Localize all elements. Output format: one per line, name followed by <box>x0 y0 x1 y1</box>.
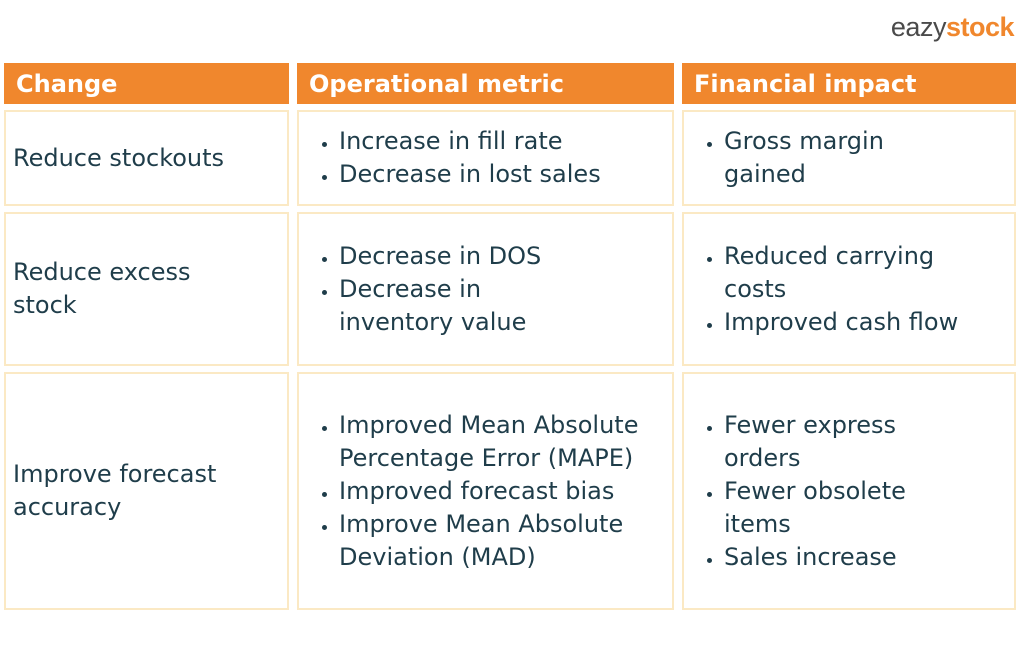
logo-text-eazy: eazy <box>890 12 947 42</box>
change-text: Reduce stockouts <box>13 143 225 172</box>
list-item: Improve Mean Absolute Deviation (MAD) <box>339 508 659 574</box>
list-item: Decrease in lost sales <box>339 158 601 191</box>
list-item: Fewer express orders <box>724 409 974 475</box>
list-item: Improved forecast bias <box>339 475 659 508</box>
row-3-financial: Fewer express orders Fewer obsolete item… <box>682 372 1016 610</box>
row-3-change: Improve forecast accuracy <box>4 372 289 610</box>
change-text: Reduce excess stock <box>13 258 191 319</box>
list-item: Sales increase <box>724 541 974 574</box>
operational-list: Improved Mean Absolute Percentage Error … <box>299 409 659 574</box>
eazystock-logo: eazystock <box>890 12 1015 42</box>
header-operational-metric: Operational metric <box>297 63 674 104</box>
header-financial-impact: Financial impact <box>682 63 1016 104</box>
row-2-operational: Decrease in DOS Decrease in inventory va… <box>297 212 674 366</box>
financial-list: Reduced carrying costs Improved cash flo… <box>684 240 984 339</box>
list-item: Improved cash flow <box>724 306 984 339</box>
list-item: Improved Mean Absolute Percentage Error … <box>339 409 659 475</box>
financial-list: Fewer express orders Fewer obsolete item… <box>684 409 974 574</box>
list-item: Decrease in inventory value <box>339 273 589 339</box>
list-item: Reduced carrying costs <box>724 240 984 306</box>
list-item: Increase in fill rate <box>339 125 601 158</box>
row-1-operational: Increase in fill rate Decrease in lost s… <box>297 110 674 206</box>
row-2-financial: Reduced carrying costs Improved cash flo… <box>682 212 1016 366</box>
list-item: Decrease in DOS <box>339 240 589 273</box>
financial-list: Gross margin gained <box>684 125 954 191</box>
list-item: Fewer obsolete items <box>724 475 974 541</box>
change-text: Improve forecast accuracy <box>13 460 217 521</box>
operational-list: Decrease in DOS Decrease in inventory va… <box>299 240 589 339</box>
metrics-table: Change Operational metric Financial impa… <box>4 63 1016 610</box>
header-change: Change <box>4 63 289 104</box>
operational-list: Increase in fill rate Decrease in lost s… <box>299 125 601 191</box>
logo-text-stock: stock <box>945 12 1015 42</box>
row-2-change: Reduce excess stock <box>4 212 289 366</box>
list-item: Gross margin gained <box>724 125 954 191</box>
row-1-financial: Gross margin gained <box>682 110 1016 206</box>
row-3-operational: Improved Mean Absolute Percentage Error … <box>297 372 674 610</box>
row-1-change: Reduce stockouts <box>4 110 289 206</box>
